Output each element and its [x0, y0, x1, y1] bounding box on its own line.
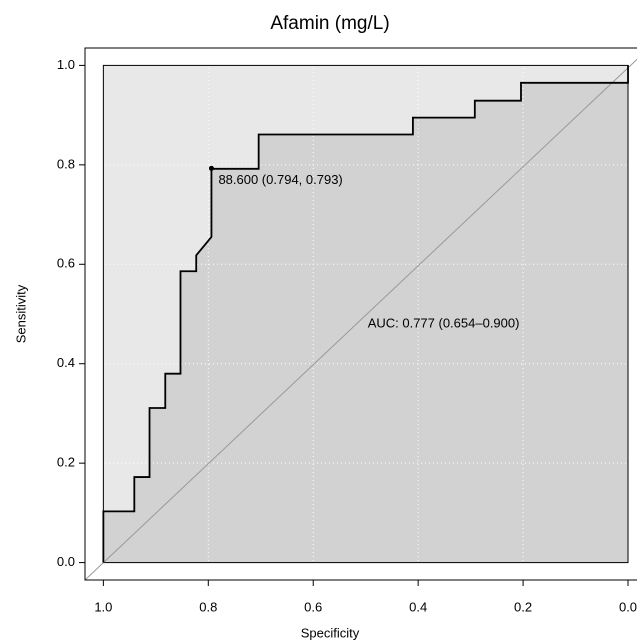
reference-line	[84, 58, 637, 581]
x-tick-label: 0.4	[409, 599, 427, 614]
x-tick-label: 0.6	[304, 599, 322, 614]
auc-label: AUC: 0.777 (0.654–0.900)	[368, 315, 520, 330]
x-tick-label: 0.8	[199, 599, 217, 614]
x-tick-label: 1.0	[94, 599, 112, 614]
y-tick-label: 0.6	[57, 256, 75, 271]
chart-title: Afamin (mg/L)	[270, 13, 389, 34]
threshold-label: 88.600 (0.794, 0.793)	[218, 172, 342, 187]
y-axis-label: Sensitivity	[13, 284, 28, 343]
x-tick-label: 0.2	[514, 599, 532, 614]
y-tick-label: 0.8	[57, 156, 75, 171]
y-tick-label: 1.0	[57, 57, 75, 72]
y-tick-label: 0.0	[57, 554, 75, 569]
plot-frame	[84, 47, 637, 581]
y-tick-label: 0.4	[57, 355, 75, 370]
unit-box	[102, 64, 629, 564]
roc-curve	[102, 65, 629, 563]
x-axis-label: Specificity	[301, 625, 360, 640]
y-tick-label: 0.2	[57, 455, 75, 470]
x-tick-label: 0.0	[619, 599, 637, 614]
threshold-point	[208, 165, 214, 171]
